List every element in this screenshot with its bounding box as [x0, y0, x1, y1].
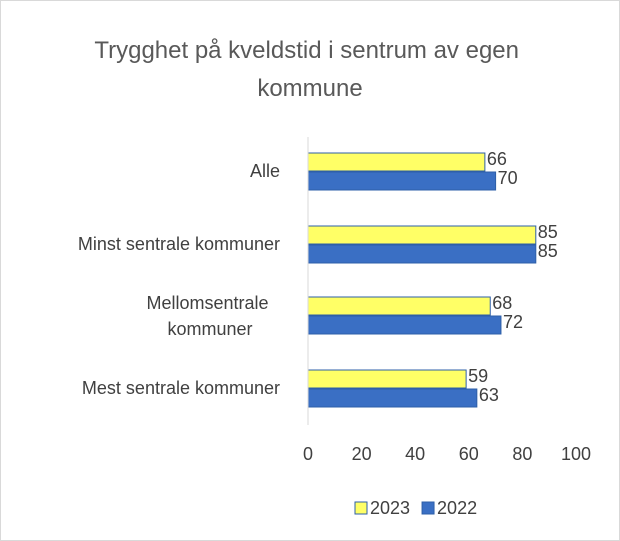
- value-label: 85: [538, 241, 558, 261]
- x-tick-label: 60: [459, 444, 479, 464]
- bar: [307, 315, 502, 335]
- bar: [307, 225, 537, 245]
- bar: [307, 171, 497, 191]
- y-tick-label: Mellomsentrale kommuner: [146, 293, 273, 339]
- value-label: 85: [538, 222, 558, 242]
- legend-label: 2022: [437, 498, 477, 518]
- legend-swatch: [421, 501, 435, 515]
- x-tick-label: 80: [512, 444, 532, 464]
- x-tick-label: 0: [303, 444, 313, 464]
- bar: [307, 369, 467, 389]
- value-label: 66: [487, 149, 507, 169]
- chart-title: Trygghet på kveldstid i sentrum av egen …: [94, 37, 525, 102]
- value-label: 63: [479, 385, 499, 405]
- legend-label: 2023: [370, 498, 410, 518]
- y-tick-label: Mest sentrale kommuner: [82, 378, 280, 398]
- value-label: 72: [503, 312, 523, 332]
- bar: [307, 296, 491, 316]
- y-tick-label: Minst sentrale kommuner: [78, 234, 280, 254]
- x-tick-label: 40: [405, 444, 425, 464]
- bar: [307, 244, 537, 264]
- value-label: 68: [492, 293, 512, 313]
- value-label: 59: [468, 366, 488, 386]
- legend-swatch: [354, 501, 368, 515]
- x-tick-label: 100: [561, 444, 591, 464]
- value-label: 70: [498, 168, 518, 188]
- bar: [307, 152, 486, 172]
- x-tick-label: 20: [352, 444, 372, 464]
- bar: [307, 388, 478, 408]
- y-tick-label: Alle: [250, 161, 280, 181]
